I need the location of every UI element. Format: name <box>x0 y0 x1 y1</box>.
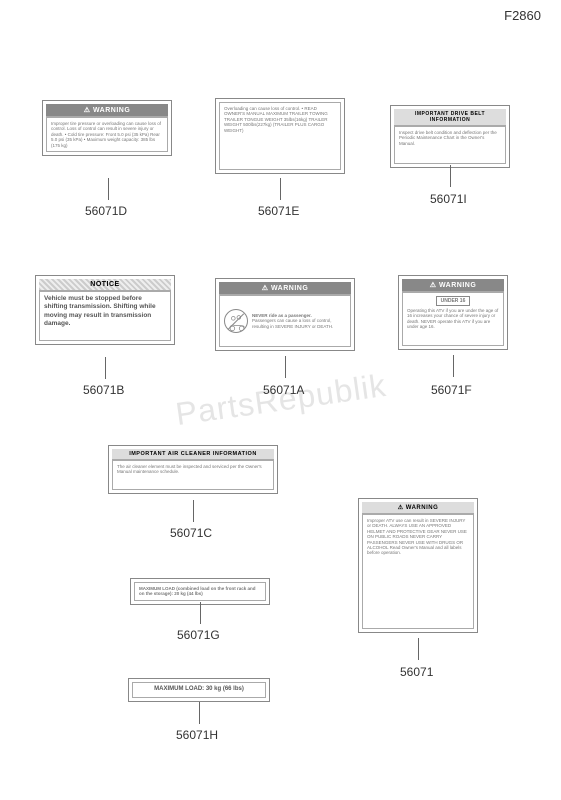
callout-line <box>450 165 451 187</box>
callout-line <box>285 356 286 378</box>
page-code: F2860 <box>504 8 541 23</box>
callout-line <box>453 355 454 377</box>
callout-line <box>280 178 281 200</box>
warning-header: ⚠ WARNING <box>219 282 351 295</box>
label-56071f: ⚠ WARNING UNDER 16 Operating this ATV if… <box>398 275 508 350</box>
label-body: Improper tire pressure or overloading ca… <box>46 117 168 152</box>
warning-header: ⚠ WARNING <box>362 502 474 514</box>
info-header: IMPORTANT DRIVE BELT INFORMATION <box>394 109 506 126</box>
callout-ref: 56071B <box>83 383 124 397</box>
callout-ref: 56071C <box>170 526 212 540</box>
callout-line <box>193 500 194 522</box>
label-56071h: MAXIMUM LOAD: 30 kg (66 lbs) <box>128 678 270 702</box>
callout-ref: 56071D <box>85 204 127 218</box>
notice-header: NOTICE <box>39 279 171 291</box>
label-body: Vehicle must be stopped before shifting … <box>39 291 171 341</box>
warning-header: ⚠ WARNING <box>402 279 504 292</box>
callout-line <box>418 638 419 660</box>
info-header: IMPORTANT AIR CLEANER INFORMATION <box>112 449 274 460</box>
label-56071b: NOTICE Vehicle must be stopped before sh… <box>35 275 175 345</box>
callout-ref: 56071 <box>400 665 433 679</box>
callout-ref: 56071H <box>176 728 218 742</box>
label-body: MAXIMUM LOAD: 30 kg (66 lbs) <box>132 682 266 698</box>
label-body-text: NEVER ride as a passenger. Passengers ca… <box>252 313 346 329</box>
label-56071c: IMPORTANT AIR CLEANER INFORMATION The ai… <box>108 445 278 494</box>
callout-ref: 56071I <box>430 192 467 206</box>
callout-ref: 56071F <box>431 383 472 397</box>
label-body: UNDER 16 Operating this ATV if you are u… <box>402 292 504 346</box>
age-badge: UNDER 16 <box>436 296 471 306</box>
callout-ref: 56071A <box>263 383 304 397</box>
callout-ref: 56071G <box>177 628 220 642</box>
label-body: NEVER ride as a passenger. Passengers ca… <box>219 295 351 347</box>
label-body: The air cleaner element must be inspecte… <box>112 460 274 490</box>
label-56071: ⚠ WARNING Improper ATV use can result in… <box>358 498 478 633</box>
callout-line <box>108 178 109 200</box>
label-56071a: ⚠ WARNING NEVER ride as a passenger. Pas… <box>215 278 355 351</box>
callout-line <box>105 357 106 379</box>
label-56071e: Overloading can cause loss of control. •… <box>215 98 345 174</box>
callout-line <box>200 602 201 624</box>
label-56071g: MAXIMUM LOAD (combined load on the front… <box>130 578 270 605</box>
warning-header: ⚠ WARNING <box>46 104 168 117</box>
label-body: Overloading can cause loss of control. •… <box>219 102 341 170</box>
label-56071d: ⚠ WARNING Improper tire pressure or over… <box>42 100 172 156</box>
label-body: Inspect drive belt condition and deflect… <box>394 126 506 164</box>
callout-line <box>199 702 200 724</box>
label-body: Improper ATV use can result in SEVERE IN… <box>362 514 474 629</box>
no-passenger-icon <box>224 309 248 333</box>
callout-ref: 56071E <box>258 204 299 218</box>
label-body: MAXIMUM LOAD (combined load on the front… <box>134 582 266 601</box>
watermark: PartsRepublik <box>173 367 388 433</box>
label-56071i: IMPORTANT DRIVE BELT INFORMATION Inspect… <box>390 105 510 168</box>
